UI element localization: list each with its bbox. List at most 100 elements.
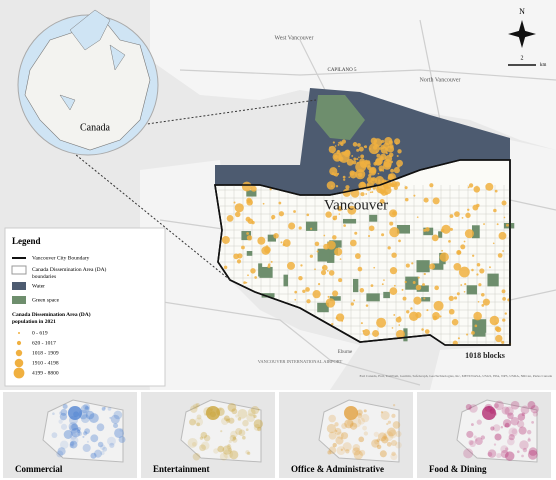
panel-density <box>356 413 363 419</box>
population-dot <box>298 275 303 281</box>
population-dot <box>327 295 330 298</box>
population-dot <box>410 307 413 310</box>
population-dot <box>489 315 500 326</box>
population-dot <box>457 337 460 340</box>
population-dot <box>349 239 357 247</box>
population-dot <box>262 202 265 205</box>
panel-density <box>465 404 472 410</box>
panel-density <box>101 407 106 411</box>
population-dot <box>338 278 343 283</box>
population-dot <box>372 329 380 337</box>
panel-density <box>521 412 526 417</box>
population-dot <box>432 311 440 320</box>
panel-density <box>242 435 246 440</box>
population-dot <box>376 186 379 189</box>
population-dot <box>449 214 454 219</box>
panel-density <box>504 422 510 428</box>
population-dot <box>373 266 376 269</box>
panel-density <box>473 435 477 439</box>
population-dot <box>389 183 392 187</box>
population-dot <box>360 322 363 325</box>
place-label: West Vancouver <box>275 35 314 41</box>
population-dot <box>345 185 350 190</box>
green-space <box>259 266 273 278</box>
panel-density <box>490 426 495 431</box>
population-dot <box>476 273 479 276</box>
panel-density <box>253 424 261 431</box>
population-dot <box>413 296 422 305</box>
panel-density <box>346 419 354 427</box>
population-dot <box>429 263 436 270</box>
panel-hotspot <box>68 406 82 420</box>
panel-label: Office & Administrative <box>291 464 384 474</box>
population-dot <box>359 160 368 168</box>
population-dot <box>316 250 319 253</box>
population-dot <box>395 329 405 339</box>
panel-density <box>505 447 509 451</box>
panel-density <box>335 436 344 445</box>
population-dot <box>389 267 398 275</box>
population-dot <box>333 173 336 177</box>
panel-city <box>456 399 538 463</box>
panel-density <box>232 436 237 440</box>
legend-label: 0 - 619 <box>32 330 48 336</box>
green-space <box>472 319 487 333</box>
panel-density <box>84 406 91 413</box>
line: Canada Dissemination Area (DA) <box>12 311 91 318</box>
panel-density <box>344 419 354 429</box>
panel-density <box>392 421 401 429</box>
panel-density <box>231 408 238 415</box>
population-dot <box>378 181 381 184</box>
population-dot <box>384 137 393 146</box>
panel-density <box>82 435 85 438</box>
panel-density <box>226 418 231 423</box>
panel-density <box>395 430 402 438</box>
panel-density <box>361 414 370 423</box>
population-dot <box>349 171 357 179</box>
panel-density <box>511 428 518 435</box>
panel-density <box>230 430 238 439</box>
panel-density <box>353 450 363 460</box>
panel-density <box>352 447 361 456</box>
panel-density <box>59 411 63 415</box>
panel-density <box>83 431 88 436</box>
population-dot <box>460 244 466 250</box>
population-dot <box>448 239 451 243</box>
population-dot <box>376 153 381 158</box>
panel-density <box>383 431 394 442</box>
population-dot <box>377 172 380 175</box>
attribution: Esri Canada, Esri, TomTom, Garmin, SafeG… <box>359 374 552 379</box>
population-dot <box>416 216 419 218</box>
population-dot <box>326 240 336 250</box>
panel-density <box>494 433 502 441</box>
legend-title: Legend <box>12 236 41 246</box>
panel-density <box>60 423 68 430</box>
panel-density <box>235 428 243 436</box>
population-dot <box>365 304 369 307</box>
population-dot <box>280 241 283 244</box>
panel-density <box>97 441 104 448</box>
water <box>215 88 510 195</box>
population-dot <box>375 144 378 147</box>
population-dot <box>329 167 338 176</box>
panels: Commercial Entertainment Office & Administ… <box>3 392 551 478</box>
panel-density <box>237 417 242 421</box>
population-dot <box>241 181 252 192</box>
population-dot <box>502 250 504 252</box>
green-space <box>246 190 257 197</box>
green-space <box>416 260 430 273</box>
panel-density <box>527 401 536 409</box>
population-dot <box>326 270 329 272</box>
panel-density <box>222 445 232 455</box>
population-dot <box>393 284 396 287</box>
population-dot <box>306 213 310 217</box>
panel-density <box>200 431 208 439</box>
population-dot <box>398 324 401 326</box>
panel-density <box>59 440 69 450</box>
panel-density <box>352 444 361 452</box>
population-dot <box>401 288 404 291</box>
legend: Vancouver City Boundary Canada Disseminat… <box>11 255 107 379</box>
population-dot <box>337 205 343 212</box>
panel-density <box>381 436 389 444</box>
